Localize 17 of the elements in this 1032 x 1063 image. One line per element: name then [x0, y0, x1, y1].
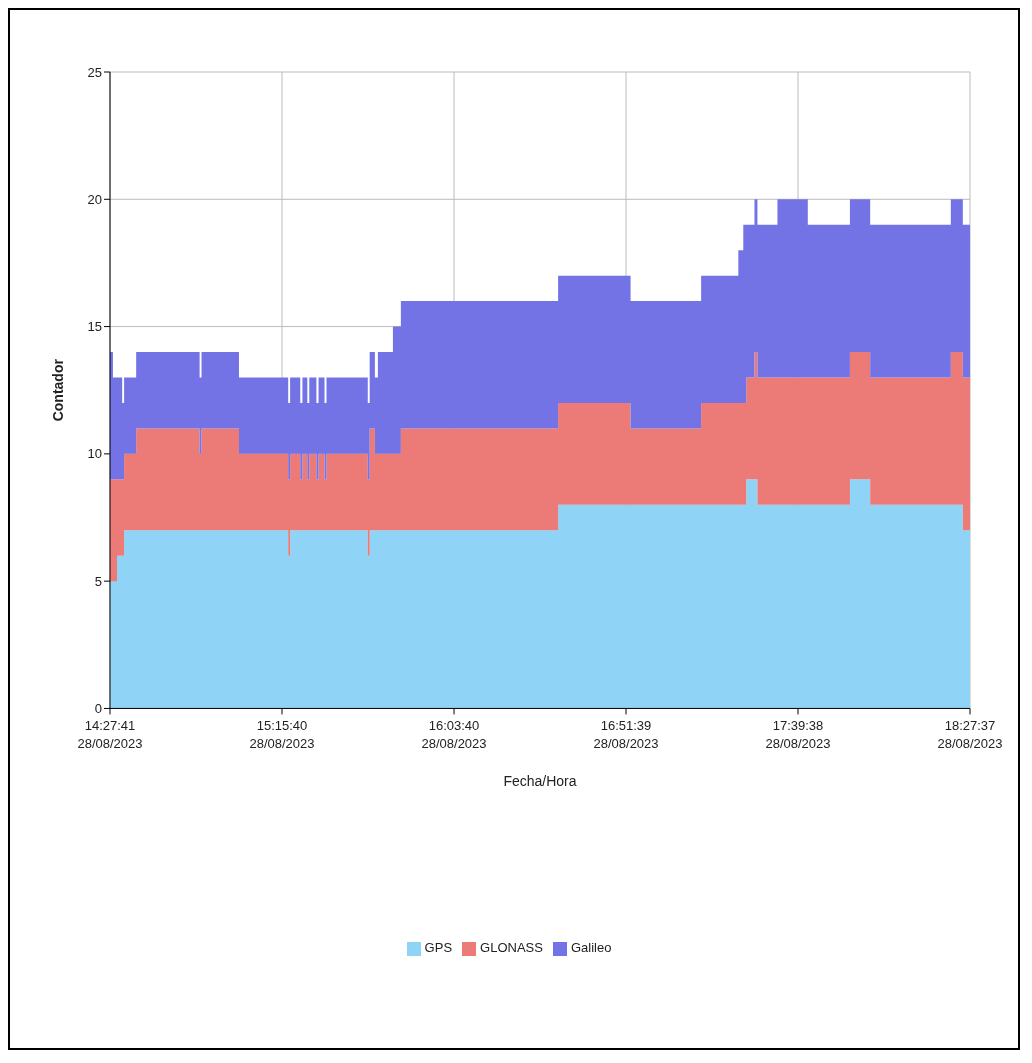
- y-tick-label: 15: [87, 319, 102, 335]
- x-tick-label: 18:27:37 28/08/2023: [937, 718, 1003, 752]
- y-tick-label: 10: [87, 446, 102, 462]
- y-axis-title: Contador: [49, 358, 66, 422]
- legend-label: GLONASS: [480, 940, 543, 955]
- x-tick-label: 17:39:38 28/08/2023: [765, 718, 831, 752]
- legend-label: GPS: [424, 940, 453, 955]
- x-tick-label: 15:15:40 28/08/2023: [249, 718, 315, 752]
- y-tick-label: 0: [94, 701, 102, 717]
- x-tick-label: 16:03:40 28/08/2023: [421, 718, 487, 752]
- x-tick-label: 16:51:39 28/08/2023: [593, 718, 659, 752]
- x-tick-label: 14:27:41 28/08/2023: [77, 718, 143, 752]
- legend-label: Galileo: [570, 940, 612, 955]
- y-tick-label: 20: [87, 191, 102, 207]
- y-tick-label: 5: [94, 573, 102, 589]
- x-axis-title: Fecha/Hora: [503, 773, 577, 790]
- y-tick-label: 25: [87, 64, 102, 80]
